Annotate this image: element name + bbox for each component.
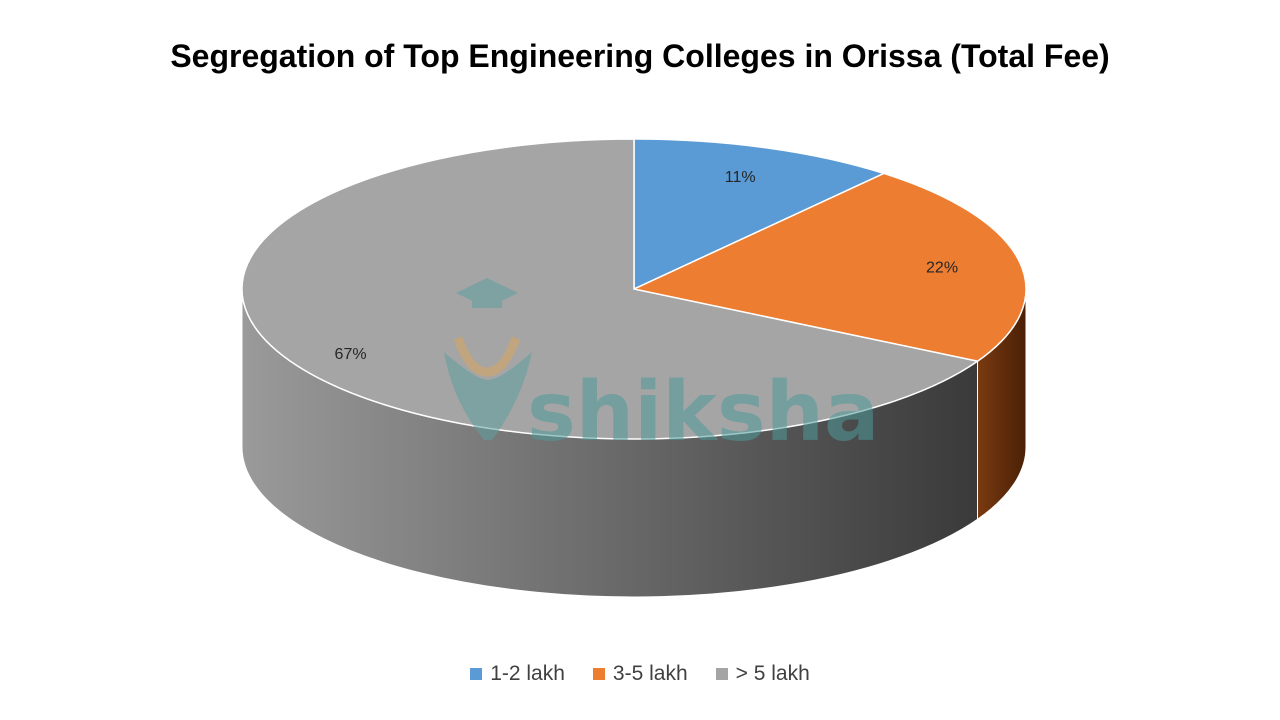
legend-item-1-2-lakh: 1-2 lakh: [470, 662, 565, 686]
data-label-3-5-lakh: 22%: [926, 260, 958, 277]
data-label-5-lakh: 67%: [335, 346, 367, 363]
legend-swatch: [715, 668, 728, 680]
pie-slices: [241, 138, 1027, 440]
chart-title: Segregation of Top Engineering Colleges …: [170, 38, 1110, 74]
graduation-cap-icon: [444, 278, 532, 440]
data-label-1-2-lakh: 11%: [725, 169, 756, 186]
watermark-text: shiksha: [527, 365, 879, 460]
legend: 1-2 lakh 3-5 lakh > 5 lakh: [0, 662, 1280, 686]
data-labels: 11% 22% 67%: [335, 169, 959, 363]
legend-item-3-5-lakh: 3-5 lakh: [592, 662, 688, 686]
slice-5-lakh: [241, 138, 980, 440]
legend-swatch: [592, 668, 605, 680]
legend-label: 1-2 lakh: [490, 662, 565, 685]
watermark: shiksha: [444, 278, 879, 460]
slice-3-5-lakh: [631, 172, 1027, 363]
legend-label: > 5 lakh: [735, 662, 810, 685]
legend-label: 3-5 lakh: [612, 662, 688, 685]
legend-item-gt-5-lakh: > 5 lakh: [715, 662, 810, 686]
slice-1-2-lakh: [633, 138, 886, 291]
legend-swatch: [470, 668, 483, 680]
pie-chart: shiksha 11% 22% 67%: [241, 138, 1027, 598]
